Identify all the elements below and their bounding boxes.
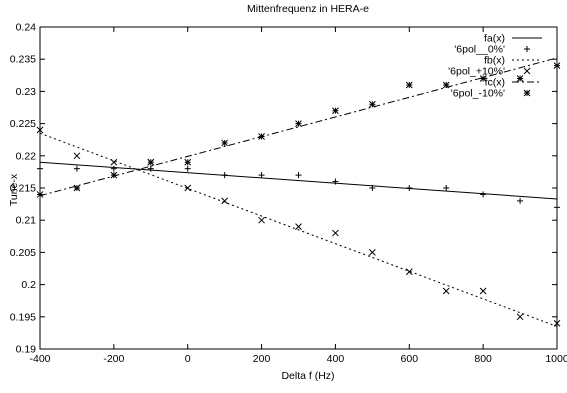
data-point-star	[516, 75, 524, 82]
fit-line-fax	[39, 161, 558, 200]
legend-label: '6pol_-10%'	[451, 88, 505, 100]
data-point-plus	[369, 185, 376, 191]
axis-ticks: -400 -200 0 200 400 600 800 1000 0.19 0.195 0.2 0.2…	[10, 22, 567, 366]
legend-label: '6pol__0%'	[454, 44, 505, 56]
data-point-cross	[405, 268, 413, 276]
data-point-cross	[221, 197, 228, 205]
data-point-cross	[36, 126, 44, 134]
fit-line-fbx	[39, 132, 558, 327]
data-point-cross	[184, 184, 192, 192]
legend: fa(x)'6pol__0%'fb(x)'6pol_+10%'fc(x)'6po…	[448, 33, 542, 100]
data-point-cross	[369, 249, 376, 256]
x-tick-label: 1000	[545, 353, 567, 365]
y-tick-label: 0.2	[21, 279, 36, 291]
data-point-plus	[332, 178, 339, 185]
data-point-plus	[554, 204, 560, 211]
data-point-cross	[332, 229, 339, 237]
data-point-plus	[147, 165, 154, 172]
legend-marker-sample	[523, 89, 531, 97]
data-point-star	[369, 100, 376, 108]
data-point-star	[295, 120, 302, 127]
x-tick-label: 400	[327, 353, 345, 365]
data-point-star	[73, 184, 81, 192]
y-tick-label: 0.225	[10, 118, 36, 130]
data-point-cross	[479, 287, 487, 295]
data-point-star	[184, 158, 192, 166]
data-point-cross	[553, 319, 561, 327]
x-tick-label: 800	[474, 353, 492, 365]
legend-label: fc(x)	[485, 77, 505, 89]
x-tick-label: 0	[185, 353, 191, 365]
data-point-cross	[442, 287, 450, 295]
data-point-star	[479, 75, 487, 82]
fit-lines	[39, 57, 558, 327]
x-tick-label: -200	[103, 353, 124, 365]
data-point-star	[553, 62, 561, 69]
data-point-plus	[221, 172, 228, 179]
legend-label: '6pol_+10%'	[448, 66, 505, 78]
data-point-plus	[443, 185, 450, 191]
y-tick-label: 0.205	[10, 247, 36, 259]
y-tick-label: 0.19	[16, 344, 37, 356]
data-point-plus	[480, 191, 487, 198]
y-tick-label: 0.215	[10, 183, 36, 195]
data-point-plus	[37, 165, 43, 172]
data-point-cross	[295, 223, 302, 230]
data-point-plus	[258, 172, 265, 179]
data-points	[36, 62, 561, 327]
data-point-cross	[516, 313, 524, 321]
data-point-star	[147, 158, 155, 166]
legend-label: fa(x)	[484, 33, 505, 45]
data-point-cross	[110, 158, 118, 166]
legend-label: fb(x)	[484, 55, 505, 67]
data-point-star	[258, 133, 265, 140]
fit-line-fcx	[39, 57, 558, 197]
data-point-star	[442, 81, 450, 89]
y-tick-label: 0.23	[16, 86, 37, 98]
data-point-plus	[295, 172, 302, 179]
data-point-star	[36, 191, 44, 198]
data-point-cross	[73, 152, 81, 160]
legend-marker-sample	[524, 46, 530, 52]
data-point-plus	[406, 185, 413, 191]
data-point-plus	[110, 165, 117, 172]
y-tick-label: 0.195	[10, 311, 36, 323]
data-point-star	[332, 107, 339, 115]
data-point-cross	[258, 216, 265, 224]
legend-marker-sample	[523, 67, 531, 75]
y-axis-label: Tune-x	[8, 173, 20, 206]
data-point-star	[221, 139, 228, 147]
data-point-plus	[517, 197, 524, 204]
y-tick-label: 0.21	[16, 215, 37, 227]
chart-title: Mittenfrequenz in HERA-e	[247, 3, 369, 15]
y-tick-label: 0.24	[16, 22, 37, 34]
x-axis-label: Delta f (Hz)	[281, 370, 334, 382]
data-point-star	[110, 171, 118, 179]
x-tick-label: 200	[253, 353, 271, 365]
data-point-plus	[73, 165, 80, 172]
data-point-plus	[184, 165, 191, 172]
x-tick-label: 600	[401, 353, 419, 365]
y-tick-label: 0.22	[16, 150, 37, 162]
x-tick-label: -400	[29, 353, 50, 365]
data-point-star	[405, 81, 413, 89]
y-tick-label: 0.235	[10, 54, 36, 66]
